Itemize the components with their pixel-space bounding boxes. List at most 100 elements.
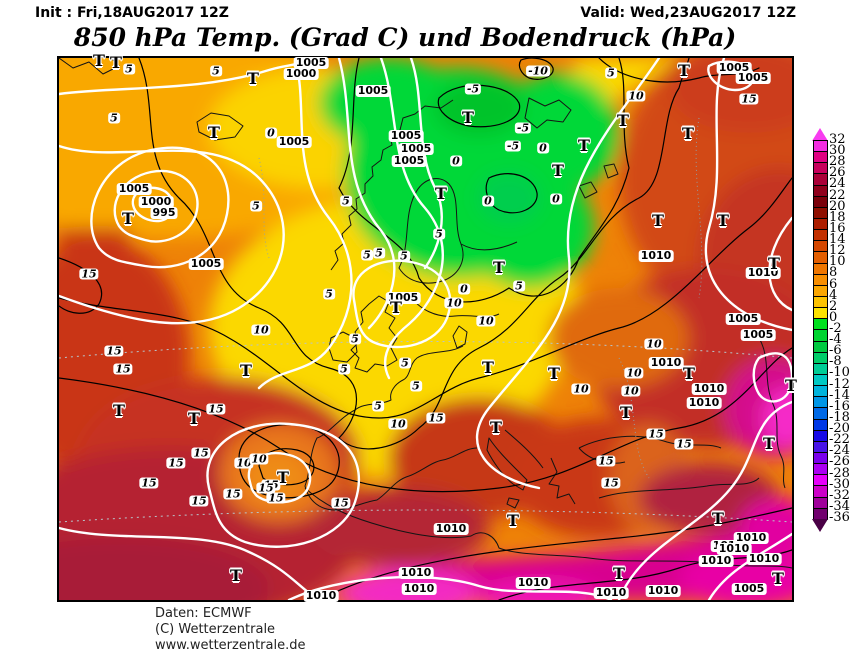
colorbar-cell	[814, 184, 827, 196]
temperature-label: 15	[426, 411, 446, 425]
pressure-label: 1005	[398, 142, 434, 155]
temperature-label: 10	[571, 382, 591, 396]
pressure-label: 1010	[593, 586, 629, 599]
low-center-marker: T	[785, 376, 797, 395]
temperature-label: 5	[410, 379, 422, 393]
pressure-label: 1010	[745, 266, 781, 279]
map-credits: Daten: ECMWF (C) Wetterzentrale www.wett…	[155, 606, 305, 654]
colorbar-tick: -10	[829, 365, 850, 381]
temperature-label: 10	[624, 366, 644, 380]
temperature-label: 5	[210, 64, 222, 78]
colorbar-tick: 20	[829, 198, 846, 214]
temperature-pressure-map	[59, 58, 792, 600]
colorbar-tick: 24	[829, 176, 846, 192]
low-center-marker: T	[230, 566, 242, 585]
low-center-marker: T	[390, 298, 402, 317]
colorbar-tick: -34	[829, 498, 850, 514]
temperature-label: 15	[189, 494, 209, 508]
pressure-label: 1010	[638, 249, 674, 262]
temperature-label: 5	[250, 199, 262, 213]
colorbar-tick: 8	[829, 265, 838, 281]
pressure-label: 1005	[740, 328, 776, 341]
temperature-label: 15	[646, 427, 666, 441]
temperature-label: 15	[596, 454, 616, 468]
temperature-label: 0	[537, 141, 549, 155]
low-center-marker: T	[772, 569, 784, 588]
temperature-label: -10	[526, 64, 550, 78]
temperature-label: -5	[514, 121, 532, 135]
colorbar-tick: 14	[829, 232, 846, 248]
temperature-label: 10	[644, 337, 664, 351]
temperature-label: 0	[550, 192, 562, 206]
pressure-label: 1005	[735, 71, 771, 84]
pressure-label: 1010	[746, 552, 782, 565]
pressure-label: 1005	[385, 291, 421, 304]
colorbar-tick: 2	[829, 298, 838, 314]
colorbar-tick: 30	[829, 143, 846, 159]
low-center-marker: T	[247, 69, 259, 88]
colorbar-tick: 18	[829, 209, 846, 225]
temperature-label: 5	[361, 248, 373, 262]
low-center-marker: T	[122, 209, 134, 228]
colorbar-cell	[814, 451, 827, 464]
temperature-label: 5	[605, 66, 617, 80]
temperature-label: 15	[206, 402, 226, 416]
pressure-label: 1010	[645, 584, 681, 597]
colorbar-tick: -32	[829, 487, 850, 503]
temperature-label: 10	[621, 384, 641, 398]
temperature-label: 10	[476, 314, 496, 328]
temperature-label: 15	[139, 476, 159, 490]
colorbar-tick: -6	[829, 343, 842, 359]
colorbar-tick-labels: 32 30 28 26 24 22 20 18 16 14 12 10 8 6 4 2 0 -2 -4 -6 -8 -10…	[829, 133, 850, 524]
low-center-marker: T	[208, 123, 220, 142]
low-center-marker: T	[613, 564, 625, 583]
temperature-label: 15	[331, 496, 351, 510]
low-center-marker: T	[548, 364, 560, 383]
credit-copyright: (C) Wetterzentrale	[155, 622, 276, 637]
low-center-marker: T	[763, 434, 775, 453]
colorbar-cell	[814, 173, 827, 185]
colorbar-tick: 16	[829, 220, 846, 236]
low-center-marker: T	[717, 211, 729, 230]
colorbar-tick: 32	[829, 132, 846, 147]
pressure-label: 1005	[725, 312, 761, 325]
colorbar-cell	[814, 151, 827, 163]
low-center-marker: T	[113, 401, 125, 420]
colorbar-cell	[814, 396, 827, 408]
colorbar-cell	[814, 351, 827, 363]
pressure-label: 1005	[116, 182, 152, 195]
colorbar-tick: -26	[829, 454, 850, 470]
temperature-label: 5	[323, 287, 335, 301]
temperature-label: -5	[504, 139, 522, 153]
colorbar-cell	[814, 474, 827, 486]
colorbar-tick: 6	[829, 276, 838, 292]
credit-data-source: Daten: ECMWF	[155, 606, 252, 621]
temperature-label: 15	[113, 362, 133, 376]
colorbar-cell	[814, 295, 827, 308]
temperature-label: 10	[249, 452, 269, 466]
temperature-contours	[59, 58, 792, 600]
colorbar-cell	[814, 373, 827, 386]
colorbar-tick: -16	[829, 398, 850, 414]
pressure-label: 1000	[138, 195, 174, 208]
colorbar-cell	[814, 251, 827, 263]
temperature-label: 5	[398, 249, 410, 263]
colorbar-tick: -12	[829, 376, 850, 392]
colorbar-tick: -18	[829, 409, 850, 425]
low-center-marker: T	[110, 53, 122, 72]
temperature-label: 15	[674, 437, 694, 451]
colorbar-tick: 28	[829, 154, 846, 170]
temperature-label: 5	[399, 356, 411, 370]
pressure-label: 1010	[686, 396, 722, 409]
colorbar-cell	[814, 385, 827, 397]
pressure-label: 1005	[391, 154, 427, 167]
map-title: 850 hPa Temp. (Grad C) und Bodendruck (h…	[73, 23, 737, 52]
temperature-label: 15	[256, 481, 276, 495]
colorbar-cell	[814, 262, 827, 274]
colorbar-tick: -14	[829, 387, 850, 403]
pressure-label: 1005	[188, 257, 224, 270]
colorbar-cell	[814, 206, 827, 218]
colorbar-tick: -28	[829, 465, 850, 481]
colorbar-cell	[814, 162, 827, 174]
